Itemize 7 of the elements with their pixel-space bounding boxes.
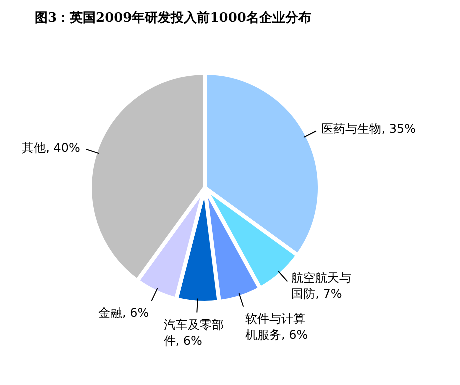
slice-label: 其他, 40% [22,140,80,156]
slice-label: 金融, 6% [98,304,150,321]
slice-label: 医药与生物, 35% [322,120,416,137]
slice-label: 航空航天与国防, 7% [292,270,353,302]
chart-title: 图3：英国2009年研发投入前1000名企业分布 [35,10,312,26]
slice-label: 软件与计算机服务, 6% [245,310,310,343]
slice-label: 汽车及零部件, 6% [164,316,225,349]
